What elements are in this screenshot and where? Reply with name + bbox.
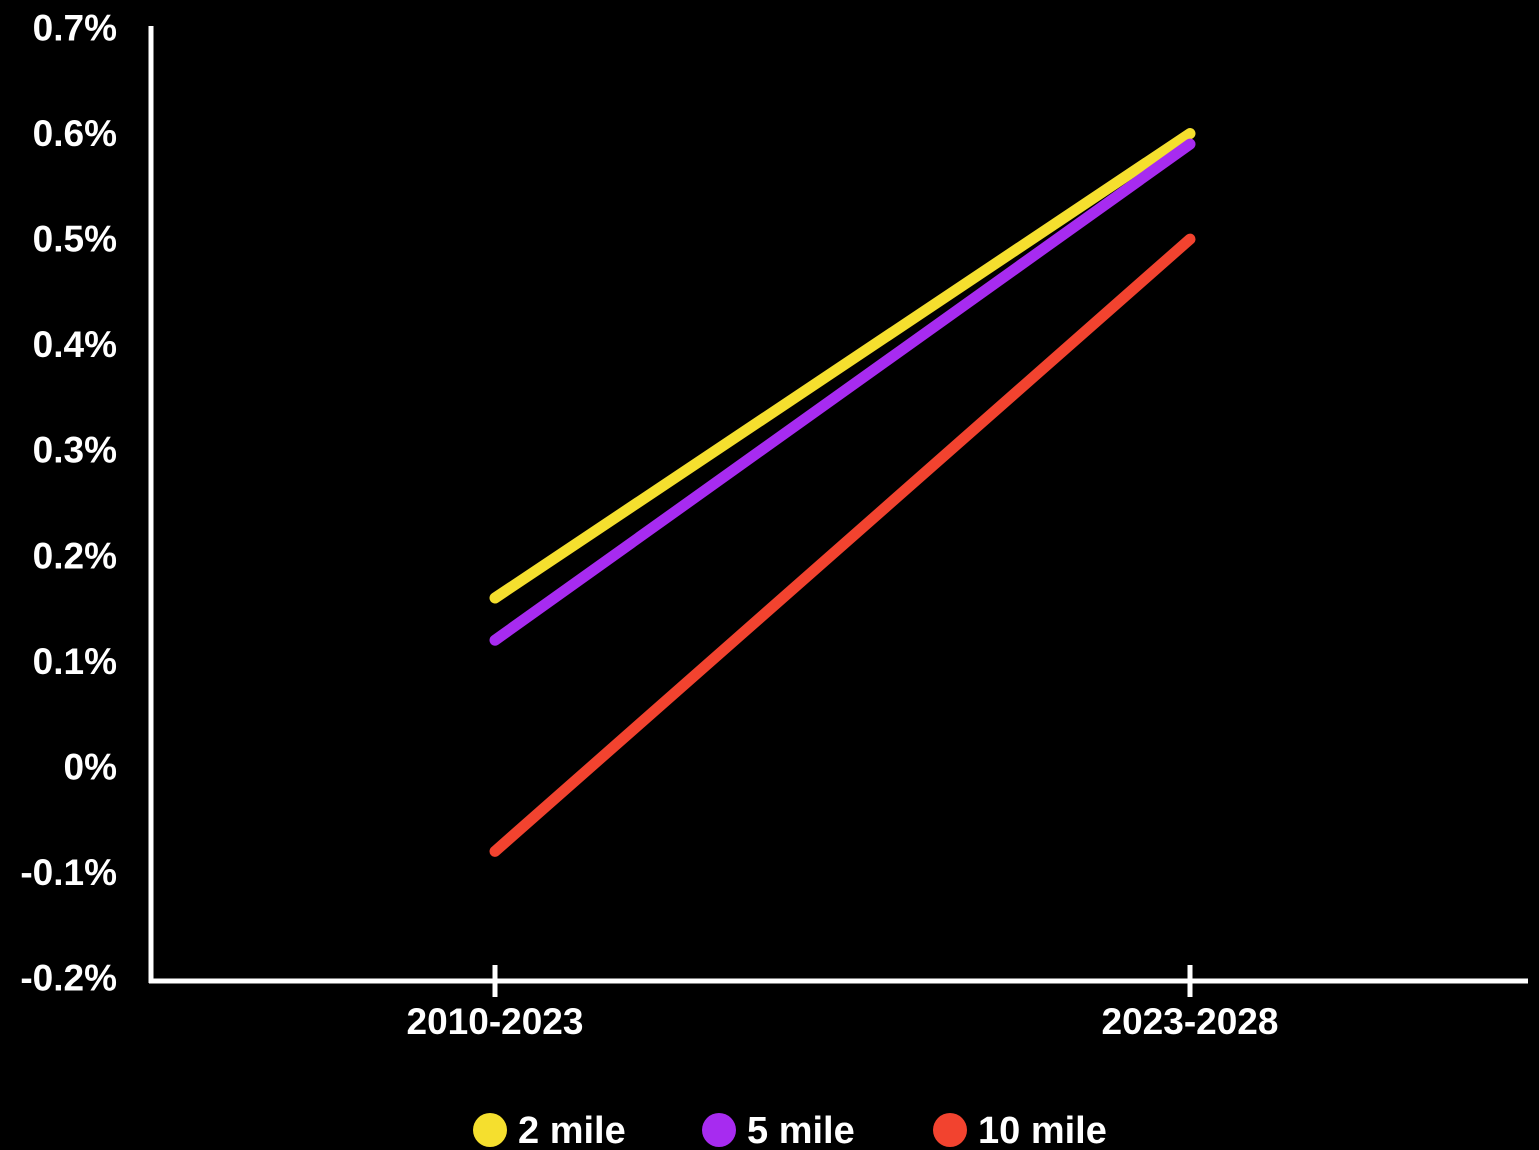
y-tick-label: 0.5% [33,219,117,260]
legend-label: 10 mile [978,1110,1107,1150]
y-tick-label: 0.2% [33,535,117,576]
y-tick-label: 0% [64,746,117,787]
y-tick-label: -0.2% [20,958,117,999]
y-tick-label: 0.4% [33,324,117,365]
y-tick-label: 0.6% [33,113,117,154]
legend-swatch [702,1113,736,1147]
legend-label: 2 mile [518,1110,626,1150]
legend-label: 5 mile [747,1110,855,1150]
legend: 2 mile 5 mile 10 mile [473,1110,1107,1150]
y-tick-label: 0.1% [33,641,117,682]
y-tick-label: -0.1% [20,852,117,893]
y-tick-label: 0.7% [33,8,117,49]
x-tick-label: 2010-2023 [407,1001,584,1042]
series-lines [489,128,1196,857]
y-axis-ticks: -0.2% -0.1% 0% 0.1% 0.2% 0.3% 0.4% 0.5% 0.6% 0.7% [20,8,117,999]
y-tick-label: 0.3% [33,430,117,471]
legend-swatch [933,1113,967,1147]
x-tick-label: 2023-2028 [1102,1001,1279,1042]
series-line [489,233,1196,857]
series-line [489,138,1196,646]
legend-swatch [473,1113,507,1147]
axes [148,26,1528,984]
series-line [489,128,1196,604]
x-axis-ticks: 2010-2023 2023-2028 [407,965,1279,1042]
